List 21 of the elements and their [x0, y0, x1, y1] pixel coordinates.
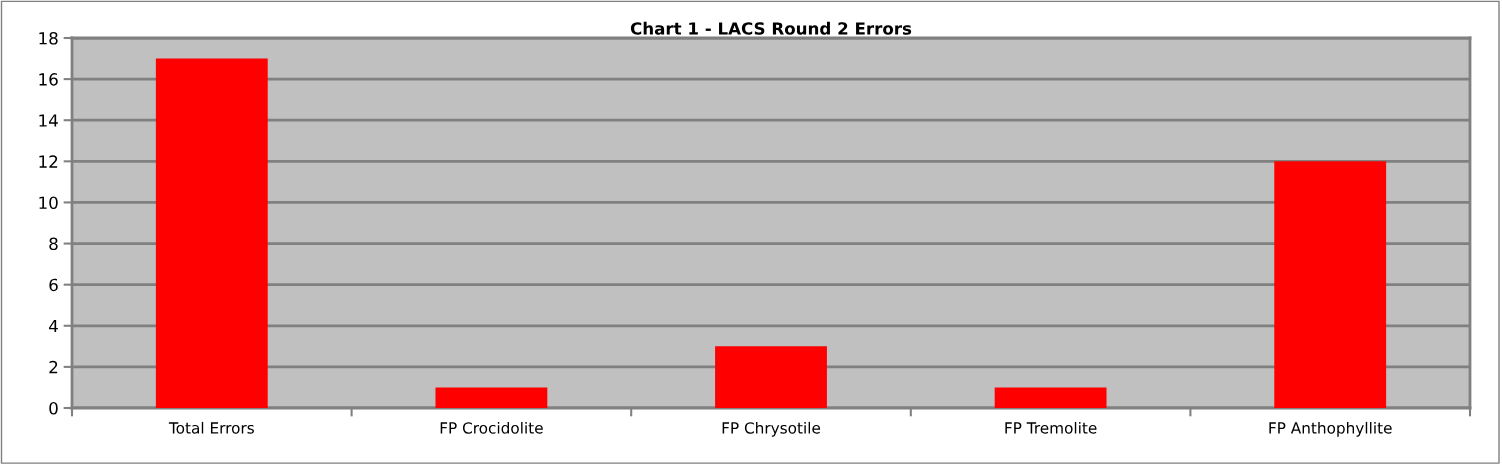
y-tick-label: 8 — [49, 237, 58, 251]
y-tick-label: 4 — [49, 319, 58, 333]
y-tick-label: 18 — [39, 31, 58, 45]
bar — [1274, 161, 1387, 408]
y-tick-label: 14 — [39, 114, 58, 127]
y-tick-label: 10 — [39, 196, 58, 210]
x-tick-label: Total Errors — [168, 421, 254, 434]
y-tick-label: 12 — [39, 155, 58, 168]
bar — [715, 346, 827, 408]
bar — [435, 387, 548, 408]
y-tick-label: 2 — [49, 360, 58, 374]
x-tick-label: FP Chrysotile — [722, 421, 821, 437]
y-tick-label: 6 — [49, 278, 58, 292]
chart-title: Chart 1 - LACS Round 2 Errors — [630, 21, 912, 35]
x-tick-label: FP Anthophyllite — [1269, 421, 1392, 437]
x-tick-label: FP Tremolite — [1005, 421, 1097, 434]
x-tick-label: FP Crocidolite — [440, 421, 543, 434]
y-tick-label: 16 — [39, 73, 58, 86]
bar — [155, 58, 268, 408]
y-tick-label: 0 — [49, 401, 58, 415]
bar — [994, 387, 1107, 408]
